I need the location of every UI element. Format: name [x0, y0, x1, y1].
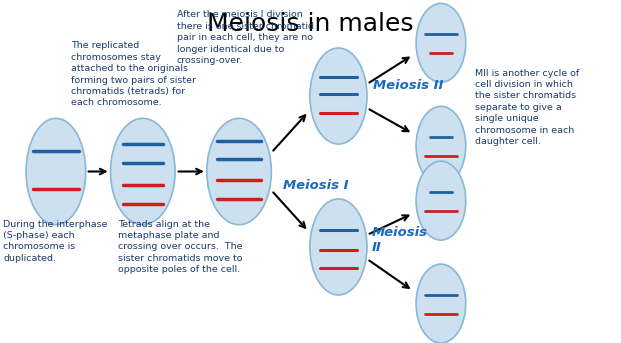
- Ellipse shape: [111, 118, 175, 225]
- Text: MII is another cycle of
cell division in which
the sister chromatids
separate to: MII is another cycle of cell division in…: [475, 69, 579, 146]
- Text: Meiosis II: Meiosis II: [373, 79, 443, 92]
- Ellipse shape: [416, 264, 466, 343]
- Text: During the interphase
(S-phase) each
chromosome is
duplicated.: During the interphase (S-phase) each chr…: [3, 220, 107, 263]
- Text: The replicated
chromosomes stay
attached to the originals
forming two pairs of s: The replicated chromosomes stay attached…: [71, 41, 196, 107]
- Text: Meiosis
II: Meiosis II: [371, 226, 427, 254]
- Ellipse shape: [416, 161, 466, 240]
- Text: Tetrads align at the
metaphase plate and
crossing over occurs.  The
sister chrom: Tetrads align at the metaphase plate and…: [118, 220, 242, 274]
- Ellipse shape: [416, 3, 466, 82]
- Text: Meiosis in males: Meiosis in males: [207, 12, 414, 36]
- Ellipse shape: [310, 48, 367, 144]
- Ellipse shape: [26, 118, 86, 225]
- Ellipse shape: [310, 199, 367, 295]
- Ellipse shape: [416, 106, 466, 185]
- Ellipse shape: [207, 118, 271, 225]
- Text: After the meiosis I division
there is one sister chromatid
pair in each cell, th: After the meiosis I division there is on…: [177, 10, 314, 65]
- Text: Meiosis I: Meiosis I: [283, 179, 348, 192]
